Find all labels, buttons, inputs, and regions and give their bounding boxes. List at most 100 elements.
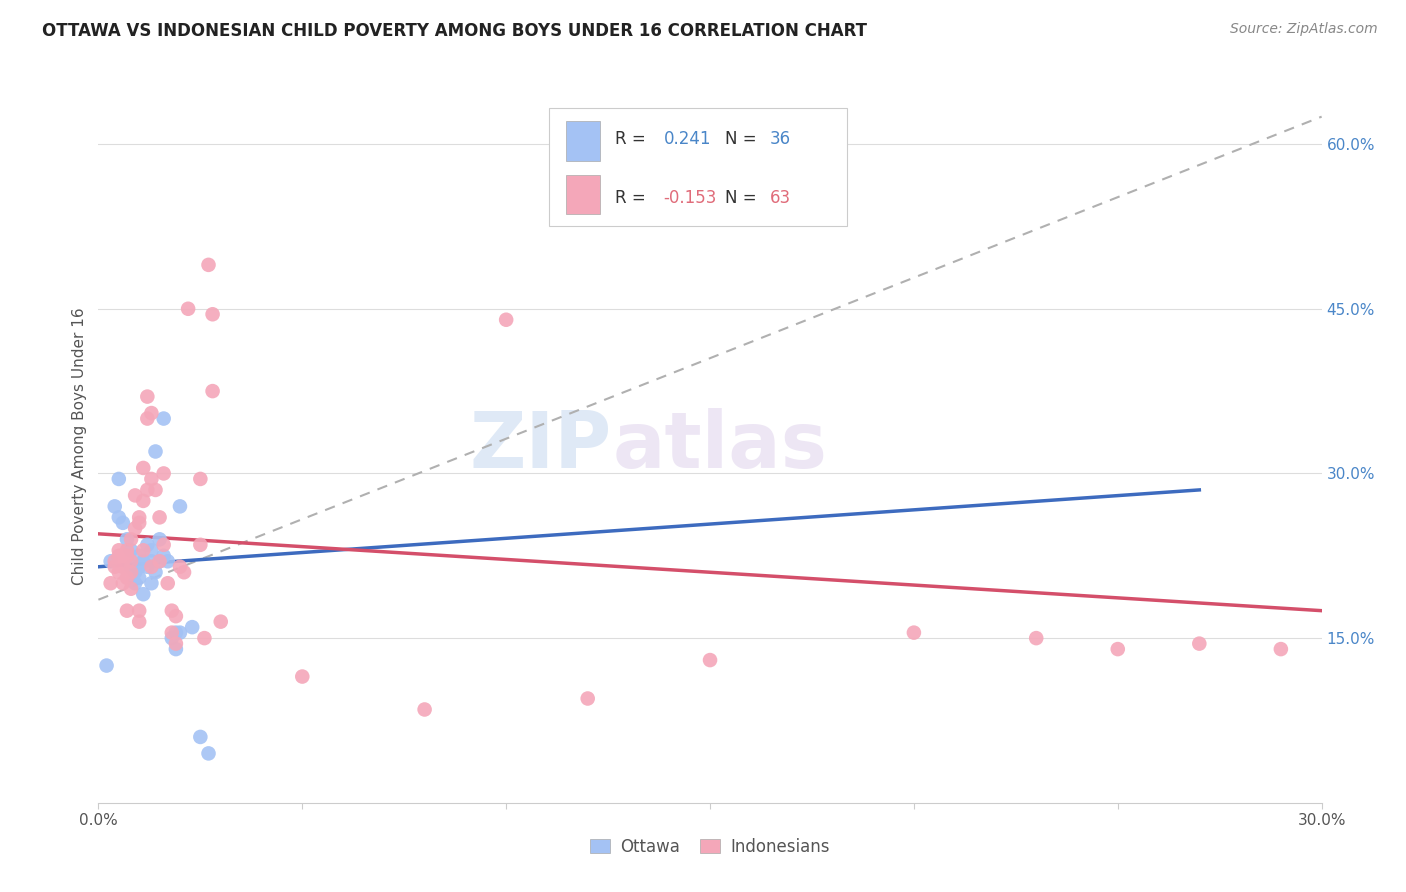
Point [145, 483, 167, 497]
Point [197, 258, 219, 272]
Point [193, 631, 215, 645]
Text: 0.241: 0.241 [664, 130, 711, 148]
Point [160, 604, 183, 618]
Point [120, 533, 142, 547]
Point [141, 543, 163, 558]
Point [132, 554, 155, 568]
Point [201, 384, 224, 398]
Point [128, 615, 150, 629]
Point [115, 549, 138, 563]
Text: Source: ZipAtlas.com: Source: ZipAtlas.com [1230, 22, 1378, 37]
Point [115, 533, 138, 547]
Point [169, 500, 191, 514]
Text: OTTAWA VS INDONESIAN CHILD POVERTY AMONG BOYS UNDER 16 CORRELATION CHART: OTTAWA VS INDONESIAN CHILD POVERTY AMONG… [42, 22, 868, 40]
Point [120, 543, 142, 558]
Point [111, 559, 134, 574]
Point [136, 483, 159, 497]
Point [149, 554, 172, 568]
Text: 36: 36 [770, 130, 792, 148]
Point [124, 521, 146, 535]
Point [136, 559, 159, 574]
Point [120, 566, 142, 580]
Point [165, 637, 187, 651]
Point [699, 653, 721, 667]
Text: R =: R = [614, 130, 651, 148]
Point [108, 543, 131, 558]
Point [1025, 631, 1047, 645]
Point [132, 587, 155, 601]
Point [413, 702, 436, 716]
Point [132, 543, 155, 558]
Point [188, 730, 212, 744]
Point [124, 576, 146, 591]
Point [145, 566, 167, 580]
Point [124, 488, 146, 502]
Point [149, 510, 172, 524]
Point [152, 549, 174, 563]
Point [169, 559, 191, 574]
Point [145, 444, 167, 458]
Point [197, 747, 219, 761]
Point [141, 559, 163, 574]
Point [128, 571, 150, 585]
Point [108, 472, 131, 486]
FancyBboxPatch shape [565, 175, 600, 214]
Point [120, 582, 142, 596]
Point [1107, 642, 1129, 657]
Point [209, 615, 232, 629]
Point [141, 554, 163, 568]
Point [495, 312, 517, 326]
Point [165, 609, 187, 624]
Point [149, 533, 172, 547]
Point [177, 301, 200, 316]
Point [173, 566, 195, 580]
Point [128, 516, 150, 530]
Point [188, 538, 212, 552]
Point [115, 543, 138, 558]
Point [1270, 642, 1292, 657]
Point [132, 461, 155, 475]
Y-axis label: Child Poverty Among Boys Under 16: Child Poverty Among Boys Under 16 [72, 307, 87, 585]
Point [188, 472, 212, 486]
Point [100, 576, 122, 591]
Point [165, 642, 187, 657]
Point [96, 658, 118, 673]
Point [115, 604, 138, 618]
Text: -0.153: -0.153 [664, 189, 717, 207]
Point [120, 559, 142, 574]
Point [111, 516, 134, 530]
Point [120, 554, 142, 568]
Point [152, 467, 174, 481]
Text: N =: N = [724, 189, 762, 207]
FancyBboxPatch shape [565, 121, 600, 161]
Point [576, 691, 599, 706]
Point [136, 411, 159, 425]
Point [1188, 637, 1211, 651]
Point [124, 566, 146, 580]
Point [136, 390, 159, 404]
Point [111, 576, 134, 591]
Text: N =: N = [724, 130, 762, 148]
Point [128, 549, 150, 563]
FancyBboxPatch shape [548, 108, 846, 227]
Text: atlas: atlas [612, 408, 827, 484]
Point [201, 307, 224, 321]
Point [160, 625, 183, 640]
Point [141, 472, 163, 486]
Point [128, 510, 150, 524]
Point [132, 494, 155, 508]
Point [149, 554, 172, 568]
Point [152, 411, 174, 425]
Point [136, 538, 159, 552]
Point [108, 510, 131, 524]
Point [165, 625, 187, 640]
Point [903, 625, 925, 640]
Point [104, 559, 127, 574]
Point [156, 576, 179, 591]
Point [141, 576, 163, 591]
Point [780, 159, 803, 173]
Point [115, 571, 138, 585]
Point [181, 620, 204, 634]
Point [128, 559, 150, 574]
Point [104, 554, 127, 568]
